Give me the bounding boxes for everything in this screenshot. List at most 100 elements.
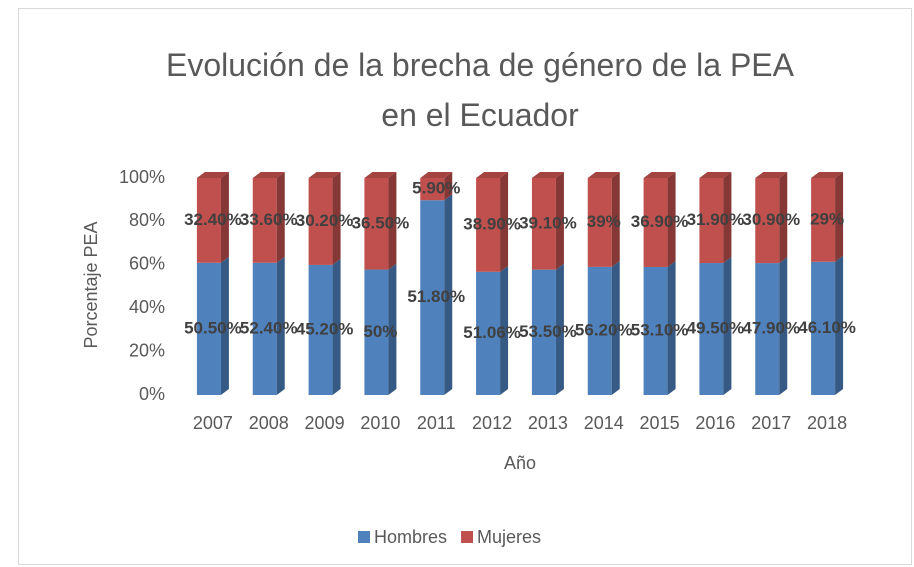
bar: [476, 271, 501, 395]
bar-top: [755, 172, 788, 178]
bar-side: [332, 172, 341, 265]
data-label: 5.90%: [412, 179, 460, 198]
y-tick-label: 80%: [129, 210, 165, 230]
bar: [252, 262, 277, 395]
bar: [643, 266, 668, 395]
bar-side: [555, 172, 564, 270]
bar: [531, 178, 556, 270]
data-label: 49.50%: [687, 319, 745, 338]
bar: [811, 261, 836, 395]
x-tick-label: 2012: [472, 413, 512, 433]
bar-side: [611, 260, 620, 395]
data-label: 50.50%: [184, 318, 242, 337]
bar-side: [779, 257, 788, 395]
bar-side: [723, 172, 732, 264]
data-label: 53.10%: [631, 320, 689, 339]
bar-top: [196, 172, 229, 178]
y-tick-label: 20%: [129, 340, 165, 360]
bar-side: [835, 255, 844, 395]
legend-swatch: [461, 531, 474, 543]
bar-side: [555, 263, 564, 395]
bar-side: [220, 172, 229, 263]
bar: [364, 178, 389, 270]
x-tick-label: 2008: [249, 413, 289, 433]
data-label: 31.90%: [687, 210, 745, 229]
x-tick-label: 2011: [417, 413, 456, 433]
bar-side: [444, 172, 453, 201]
x-axis-title: Año: [504, 453, 536, 473]
bar: [476, 178, 501, 272]
bar-top: [699, 172, 732, 178]
bar-top: [587, 172, 620, 178]
bar-top: [531, 172, 564, 178]
bar: [699, 178, 724, 264]
legend-label: Hombres: [374, 527, 447, 547]
bar-side: [835, 172, 844, 262]
bar: [755, 178, 780, 264]
bar-side: [723, 257, 732, 395]
x-tick-label: 2017: [751, 413, 791, 433]
y-tick-label: 100%: [119, 167, 165, 187]
bar-side: [388, 172, 397, 270]
bar-side: [667, 172, 676, 267]
chart-title: Evolución de la brecha de género de la P…: [166, 47, 794, 133]
data-label: 45.20%: [296, 319, 354, 338]
x-tick-label: 2014: [584, 413, 624, 433]
bar: [811, 178, 836, 262]
bar: [587, 178, 612, 267]
bar-side: [276, 256, 285, 395]
bar: [308, 264, 333, 395]
bar: [643, 178, 668, 267]
data-label: 39.10%: [519, 213, 577, 232]
bar-side: [500, 172, 509, 272]
data-label: 36.50%: [352, 213, 410, 232]
bar-side: [611, 172, 620, 267]
bar: [587, 266, 612, 395]
data-label: 51.80%: [407, 287, 465, 306]
data-label: 30.90%: [742, 210, 800, 229]
bar: [755, 263, 780, 395]
bar-top: [364, 172, 397, 178]
y-tick-label: 60%: [129, 254, 165, 274]
data-label: 32.40%: [184, 210, 242, 229]
bar-top: [643, 172, 676, 178]
data-label: 33.60%: [240, 210, 298, 229]
data-label: 51.06%: [463, 323, 521, 342]
bar-side: [667, 260, 676, 395]
data-label: 52.40%: [240, 318, 298, 337]
chart-border: [18, 8, 912, 565]
bar-top: [252, 172, 285, 178]
legend-label: Mujeres: [477, 527, 541, 547]
x-tick-label: 2018: [807, 413, 847, 433]
data-label: 38.90%: [463, 214, 521, 233]
bar: [531, 269, 556, 395]
data-label: 50%: [363, 322, 397, 341]
x-tick-label: 2007: [193, 413, 233, 433]
bar: [420, 200, 445, 395]
bar: [252, 178, 277, 263]
bar: [308, 178, 333, 265]
y-tick-label: 0%: [139, 384, 165, 404]
legend-swatch: [358, 531, 370, 543]
data-label: 29%: [810, 209, 844, 228]
data-label: 46.10%: [798, 318, 856, 337]
data-label: 56.20%: [575, 320, 633, 339]
bar-top: [811, 172, 844, 178]
bar-top: [476, 172, 509, 178]
x-tick-label: 2016: [695, 413, 735, 433]
bar-top: [308, 172, 341, 178]
y-tick-label: 40%: [129, 297, 165, 317]
bar-side: [444, 194, 453, 395]
bar-side: [388, 263, 397, 395]
bar-side: [332, 258, 341, 395]
bar-top: [420, 172, 453, 178]
bar-side: [220, 256, 229, 395]
data-label: 39%: [587, 212, 621, 231]
bar-side: [779, 172, 788, 264]
bar: [364, 269, 389, 395]
data-label: 47.90%: [742, 319, 800, 338]
bar: [196, 262, 221, 395]
bar: [699, 263, 724, 395]
